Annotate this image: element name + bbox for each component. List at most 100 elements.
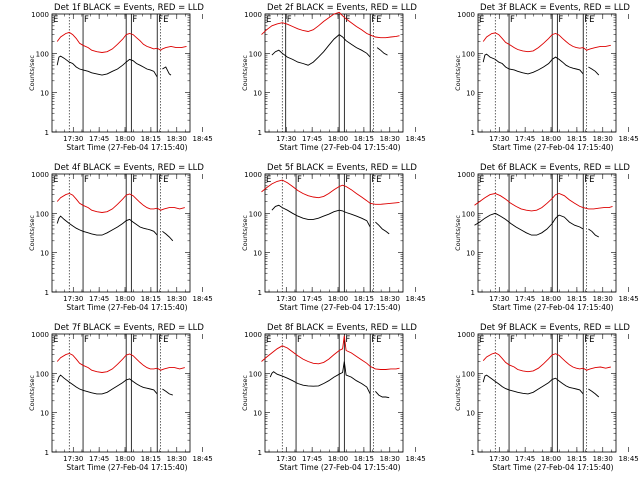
events-line <box>162 230 174 242</box>
events-line <box>271 34 371 66</box>
events-line <box>56 55 158 78</box>
y-axis-label: Counts/sec <box>241 55 249 91</box>
y-axis-label: Counts/sec <box>454 215 462 251</box>
x-tick-label: 17:45 <box>302 135 322 143</box>
flag-label: E <box>479 335 484 345</box>
x-tick-label: 18:45 <box>193 455 213 463</box>
flag-label: E <box>479 15 484 25</box>
x-tick-label: 18:00 <box>328 295 348 303</box>
events-line <box>482 374 584 395</box>
detector-panel: Det 9f BLACK = Events, RED = LLD 1 10 100 10… <box>426 320 639 480</box>
flag-label: FE <box>158 335 168 345</box>
detector-panel: Det 7f BLACK = Events, RED = LLD 1 10 100 10… <box>0 320 213 480</box>
flag-label: FE <box>584 15 594 25</box>
y-tick-label: 1000 <box>31 331 49 339</box>
chart-title: Det 3f BLACK = Events, RED = LLD <box>480 3 630 13</box>
y-tick-label: 1 <box>471 129 475 137</box>
y-tick-label: 10 <box>40 410 49 418</box>
y-tick-label: 100 <box>249 50 262 58</box>
detector-chart: Det 1f BLACK = Events, RED = LLD 1 10 100 10… <box>28 3 213 152</box>
x-axis-label: Start Time (27-Feb-04 17:15:40) <box>66 463 187 472</box>
events-line <box>271 204 371 228</box>
y-tick-label: 1 <box>471 449 475 457</box>
flag-label: F <box>297 335 302 345</box>
x-tick-label: 18:30 <box>593 295 613 303</box>
x-tick-label: 17:45 <box>515 295 535 303</box>
x-tick-label: 17:45 <box>515 135 535 143</box>
lld-line <box>474 193 613 212</box>
chart-title: Det 5f BLACK = Events, RED = LLD <box>267 163 417 173</box>
x-tick-label: 17:30 <box>489 295 509 303</box>
x-tick-label: 18:00 <box>541 455 561 463</box>
chart-title: Det 8f BLACK = Events, RED = LLD <box>267 323 417 333</box>
x-tick-label: 17:30 <box>489 135 509 143</box>
y-tick-label: 1000 <box>457 11 475 19</box>
x-tick-label: 18:00 <box>115 295 135 303</box>
y-axis-label: Counts/sec <box>241 215 249 251</box>
lld-line <box>56 31 187 53</box>
events-line <box>474 212 584 236</box>
y-axis-label: Counts/sec <box>454 375 462 411</box>
y-tick-label: 1000 <box>31 171 49 179</box>
x-tick-label: 17:30 <box>276 295 296 303</box>
chart-title: Det 4f BLACK = Events, RED = LLD <box>54 163 204 173</box>
y-tick-label: 1 <box>258 129 262 137</box>
x-tick-label: 18:00 <box>115 135 135 143</box>
x-tick-label: 18:45 <box>193 295 213 303</box>
detector-chart: Det 3f BLACK = Events, RED = LLD 1 10 100 10… <box>454 3 639 152</box>
y-tick-label: 100 <box>249 370 262 378</box>
flag-label: F <box>345 175 350 185</box>
lld-line <box>261 179 400 205</box>
x-tick-label: 18:15 <box>354 455 374 463</box>
flag-label: F <box>510 15 515 25</box>
lld-line <box>56 193 185 213</box>
plot-frame <box>477 333 617 453</box>
events-line <box>588 228 600 238</box>
x-tick-label: 18:45 <box>619 455 639 463</box>
x-tick-label: 17:30 <box>63 295 83 303</box>
x-tick-label: 18:30 <box>380 135 400 143</box>
events-line <box>588 66 600 76</box>
x-tick-label: 18:15 <box>141 295 161 303</box>
lld-line <box>261 335 400 370</box>
events-line <box>588 388 600 398</box>
lld-line <box>482 32 611 53</box>
flag-label: E <box>266 15 271 25</box>
x-axis-label: Start Time (27-Feb-04 17:15:40) <box>66 143 187 152</box>
lld-line <box>482 352 611 373</box>
y-tick-label: 100 <box>249 210 262 218</box>
x-tick-label: 18:30 <box>167 135 187 143</box>
flag-label: FE <box>158 15 168 25</box>
x-tick-label: 18:15 <box>354 295 374 303</box>
flag-label: F <box>287 15 292 25</box>
x-tick-label: 17:45 <box>89 135 109 143</box>
x-tick-label: 18:30 <box>593 135 613 143</box>
x-tick-label: 18:30 <box>380 455 400 463</box>
detector-chart: Det 2f BLACK = Events, RED = LLD 1 10 100 10… <box>241 3 426 152</box>
flag-label: F <box>84 175 89 185</box>
flag-label: F <box>510 335 515 345</box>
y-tick-label: 1000 <box>31 11 49 19</box>
y-tick-label: 100 <box>462 210 475 218</box>
y-axis-label: Counts/sec <box>28 375 36 411</box>
y-tick-label: 1 <box>45 449 49 457</box>
x-tick-label: 17:30 <box>276 135 296 143</box>
flag-label: E <box>53 175 58 185</box>
x-tick-label: 18:30 <box>167 295 187 303</box>
y-axis-label: Counts/sec <box>28 215 36 251</box>
x-tick-label: 17:30 <box>489 455 509 463</box>
flag-label: F <box>297 175 302 185</box>
x-tick-label: 17:45 <box>515 455 535 463</box>
detector-chart: Det 5f BLACK = Events, RED = LLD 1 10 100 10… <box>241 163 426 312</box>
plot-frame <box>51 13 191 133</box>
flag-label: F <box>345 335 350 345</box>
events-line <box>482 53 584 75</box>
flag-label: FE <box>584 335 594 345</box>
x-axis-label: Start Time (27-Feb-04 17:15:40) <box>279 143 400 152</box>
flag-label: E <box>266 175 271 185</box>
chart-title: Det 6f BLACK = Events, RED = LLD <box>480 163 630 173</box>
flag-label: FE <box>371 15 381 25</box>
y-tick-label: 1000 <box>244 11 262 19</box>
flag-label: FE <box>371 175 381 185</box>
